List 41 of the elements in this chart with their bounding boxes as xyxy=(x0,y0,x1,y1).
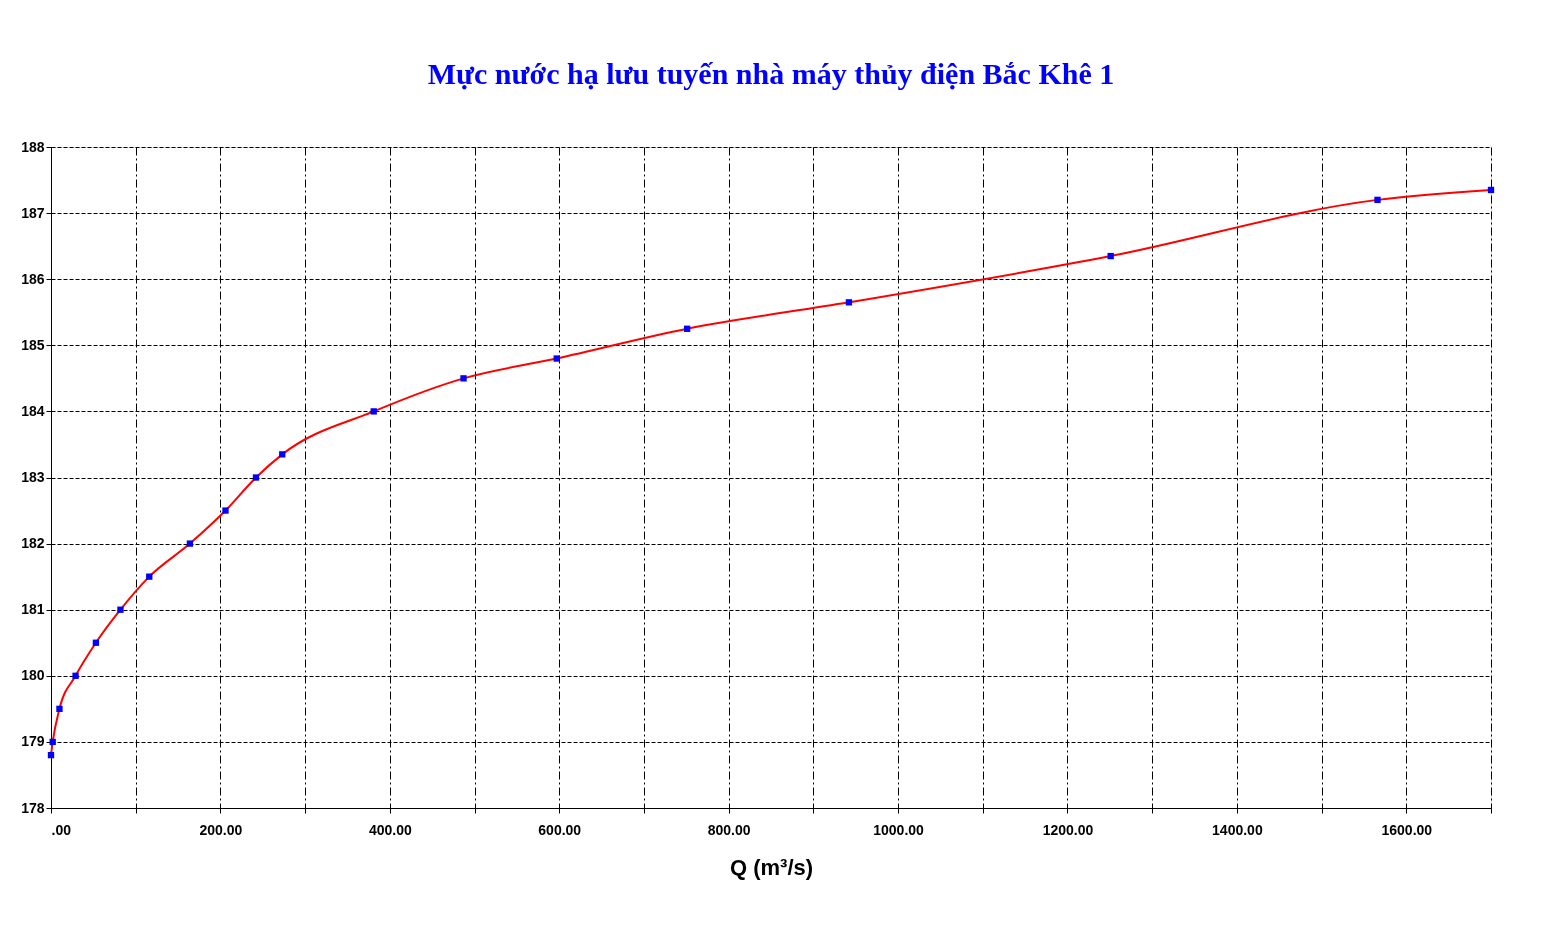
point xyxy=(845,299,853,306)
point xyxy=(1107,252,1114,260)
y-tick-label: 182 xyxy=(21,535,45,552)
x-tick-label: .00 xyxy=(51,821,72,838)
point xyxy=(1487,186,1495,194)
x-tick-label: 800.00 xyxy=(707,821,751,838)
y-tick-label: 180 xyxy=(21,667,45,684)
x-tick-label: 600.00 xyxy=(538,821,582,838)
point xyxy=(370,408,377,415)
point xyxy=(92,639,100,646)
point xyxy=(146,573,153,580)
point xyxy=(553,355,560,362)
x-tick-label: 400.00 xyxy=(368,821,412,838)
point xyxy=(222,507,229,514)
x-tick-label: 200.00 xyxy=(199,821,243,838)
point xyxy=(279,451,286,458)
x-tick-label: 1200.00 xyxy=(1042,821,1094,838)
y-tick-label: 183 xyxy=(21,469,45,485)
point xyxy=(460,375,467,382)
y-tick-label: 185 xyxy=(21,336,45,353)
point xyxy=(1374,196,1381,204)
point xyxy=(47,751,55,759)
point xyxy=(117,606,124,613)
point xyxy=(72,672,79,679)
y-tick-label: 178 xyxy=(21,799,45,816)
point xyxy=(186,540,194,547)
x-tick-label: 1600.00 xyxy=(1381,821,1433,838)
y-tick-label: 187 xyxy=(21,204,45,221)
point xyxy=(683,325,691,332)
y-tick-label: 179 xyxy=(21,733,45,750)
y-tick-label: 186 xyxy=(21,270,45,287)
y-tick-label: 188 xyxy=(21,138,45,155)
point xyxy=(252,474,260,481)
point xyxy=(56,705,63,713)
x-tick-label: 1400.00 xyxy=(1212,821,1263,838)
x-axis-title: Q (m³/s) xyxy=(729,854,814,880)
x-tick-label: 1000.00 xyxy=(873,821,925,838)
chart-title: Mực nước hạ lưu tuyến nhà máy thủy điện Bắc Khê 1 xyxy=(427,57,1115,90)
point xyxy=(49,738,56,746)
y-tick-label: 181 xyxy=(21,601,45,618)
y-tick-label: 184 xyxy=(21,402,45,419)
